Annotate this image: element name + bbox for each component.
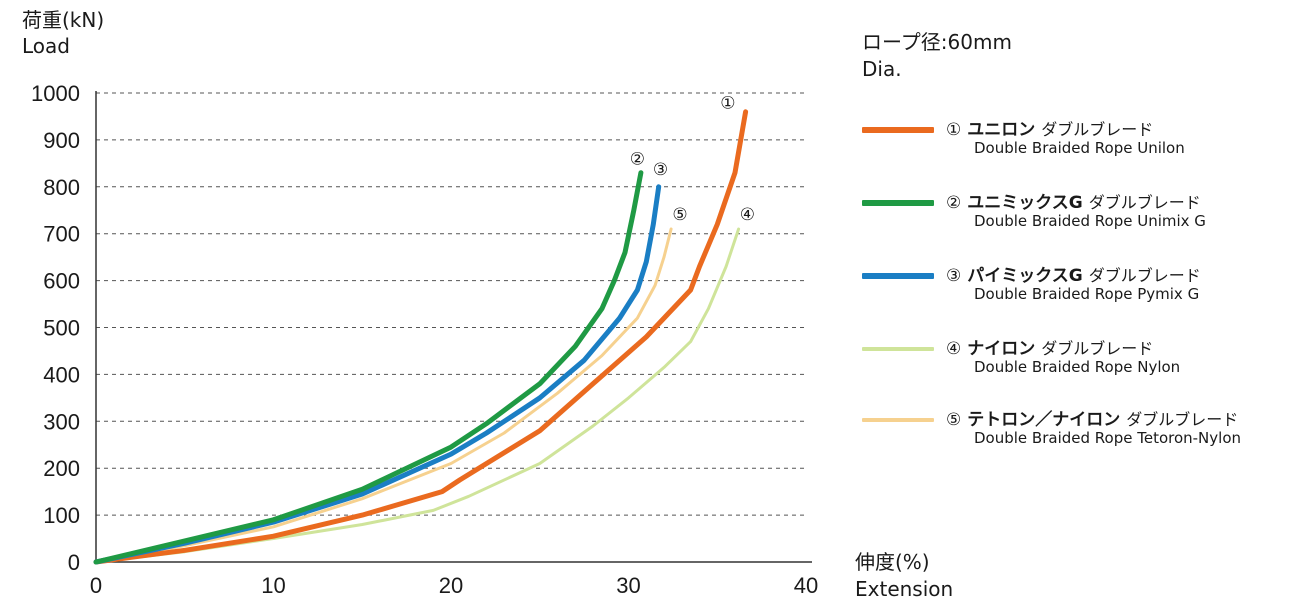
series-end-label-4: ④ [740, 205, 755, 225]
legend-name-4: ナイロン [967, 339, 1036, 359]
series-end-label-5: ⑤ [672, 205, 687, 225]
legend-type-4: ダブルブレード [1041, 339, 1154, 358]
y-tick-label: 200 [43, 456, 80, 481]
x-tick-label: 0 [90, 573, 102, 598]
x-axis-title-jp: 伸度(%) [855, 550, 930, 574]
x-axis-title-en: Extension [855, 577, 954, 601]
series-line-4 [94, 227, 741, 564]
y-tick-label: 100 [43, 503, 80, 528]
series-end-label-3: ③ [653, 160, 668, 180]
legend-en-4: Double Braided Rope Nylon [974, 358, 1181, 376]
series-end-label-1: ① [720, 93, 735, 113]
y-tick-label: 700 [43, 222, 80, 247]
legend-name-5: テトロン／ナイロン [967, 410, 1121, 430]
legend-swatch-2 [862, 200, 934, 206]
series-end-label-2: ② [630, 150, 645, 170]
y-tick-label: 500 [43, 316, 80, 341]
legend-swatch-1 [862, 127, 934, 133]
legend-en-5: Double Braided Rope Tetoron-Nylon [974, 429, 1242, 447]
x-tick-label: 10 [261, 573, 285, 598]
y-tick-label: 1000 [31, 81, 80, 106]
y-tick-label: 900 [43, 128, 80, 153]
legend-name-1: ユニロン [967, 120, 1036, 140]
x-tick-label: 20 [439, 573, 463, 598]
y-axis-title-jp: 荷重(kN) [22, 8, 105, 32]
legend-en-1: Double Braided Rope Unilon [974, 139, 1185, 157]
legend-name-3: パイミックスG [967, 266, 1083, 286]
series-line-2 [93, 170, 644, 565]
legend-num-5: ⑤ [946, 410, 962, 430]
legend-type-5: ダブルブレード [1126, 410, 1239, 429]
legend-swatch-4 [862, 347, 934, 351]
legend-swatch-5 [862, 418, 934, 422]
legend-num-1: ① [946, 120, 962, 140]
legend-num-3: ③ [946, 266, 962, 286]
legend-type-2: ダブルブレード [1088, 193, 1201, 212]
y-tick-label: 600 [43, 269, 80, 294]
y-tick-label: 0 [68, 550, 80, 575]
legend-en-2: Double Braided Rope Unimix G [974, 212, 1206, 230]
legend-type-1: ダブルブレード [1041, 120, 1154, 139]
y-tick-label: 300 [43, 409, 80, 434]
legend-num-2: ② [946, 193, 962, 213]
legend-num-4: ④ [946, 339, 962, 359]
legend-name-2: ユニミックスG [967, 193, 1083, 213]
rope-diameter-label-en: Dia. [862, 57, 902, 81]
series-line-1 [93, 109, 749, 565]
x-tick-label: 40 [794, 573, 818, 598]
legend-type-3: ダブルブレード [1088, 266, 1201, 285]
legend-en-3: Double Braided Rope Pymix G [974, 285, 1200, 303]
y-axis-title-en: Load [22, 34, 70, 58]
series-line-5 [94, 227, 673, 564]
y-tick-label: 400 [43, 362, 80, 387]
rope-diameter-label: ロープ径:60mm [862, 30, 1012, 54]
legend-swatch-3 [862, 273, 934, 279]
y-tick-label: 800 [43, 175, 80, 200]
x-tick-label: 30 [616, 573, 640, 598]
